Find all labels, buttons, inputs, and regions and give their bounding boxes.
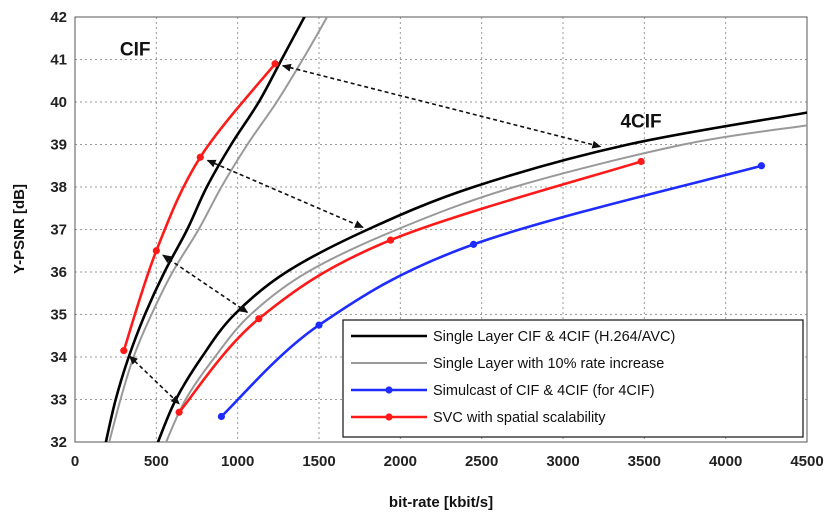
x-tick-label: 3000 [546,453,579,470]
x-tick-label: 2500 [465,453,498,470]
y-tick-label: 42 [50,9,67,26]
x-tick-label: 4000 [709,453,742,470]
data-point-svc-with-spatial-scalability [637,158,644,165]
y-tick-label: 34 [50,349,67,366]
x-tick-label: 2000 [384,453,417,470]
y-tick-label: 36 [50,264,67,281]
legend-marker-svc-with-spatial-scalability [385,413,392,420]
x-tick-labels: 0 500 1000 1500 2000 2500 3000 3500 4000 4500 [71,453,824,470]
data-point-svc-with-spatial-scalability [271,60,278,67]
x-tick-label: 1500 [302,453,335,470]
x-tick-label: 1000 [221,453,254,470]
y-tick-labels: 32 33 34 35 36 37 38 39 40 41 42 [50,9,67,451]
data-point-simulcast-of-cif-4cif-for-4cif [218,413,225,420]
x-axis-title: bit-rate [kbit/s] [389,494,493,511]
x-tick-label: 4500 [790,453,823,470]
data-point-svc-with-spatial-scalability [197,154,204,161]
y-tick-label: 40 [50,94,67,111]
y-axis-title: Y-PSNR [dB] [11,184,28,274]
data-point-simulcast-of-cif-4cif-for-4cif [758,162,765,169]
y-tick-label: 35 [50,307,67,324]
annotation-label: CIF [120,39,151,60]
y-tick-label: 33 [50,392,67,409]
x-tick-label: 500 [144,453,169,470]
legend-entry-svc-with-spatial-scalability: SVC with spatial scalability [433,410,606,426]
data-point-svc-with-spatial-scalability [176,409,183,416]
data-point-svc-with-spatial-scalability [387,237,394,244]
y-tick-label: 41 [50,52,67,69]
legend-entry-single-layer-cif-4cif-h-264-avc: Single Layer CIF & 4CIF (H.264/AVC) [433,329,675,345]
data-point-svc-with-spatial-scalability [255,315,262,322]
data-point-svc-with-spatial-scalability [153,247,160,254]
y-tick-label: 37 [50,222,67,239]
x-tick-label: 0 [71,453,79,470]
y-tick-label: 39 [50,137,67,154]
annotation-label: 4CIF [620,112,661,133]
x-tick-label: 3500 [628,453,661,470]
legend-marker-simulcast-of-cif-4cif-for-4cif [385,386,392,393]
data-point-simulcast-of-cif-4cif-for-4cif [470,241,477,248]
legend-entry-single-layer-with-10-rate-increase: Single Layer with 10% rate increase [433,356,664,372]
data-point-svc-with-spatial-scalability [120,347,127,354]
legend-entry-simulcast-of-cif-4cif-for-4cif: Simulcast of CIF & 4CIF (for 4CIF) [433,383,655,399]
y-tick-label: 32 [50,434,67,451]
data-point-simulcast-of-cif-4cif-for-4cif [315,322,322,329]
legend: Single Layer CIF & 4CIF (H.264/AVC) Singl… [343,320,803,437]
y-tick-label: 38 [50,179,67,196]
